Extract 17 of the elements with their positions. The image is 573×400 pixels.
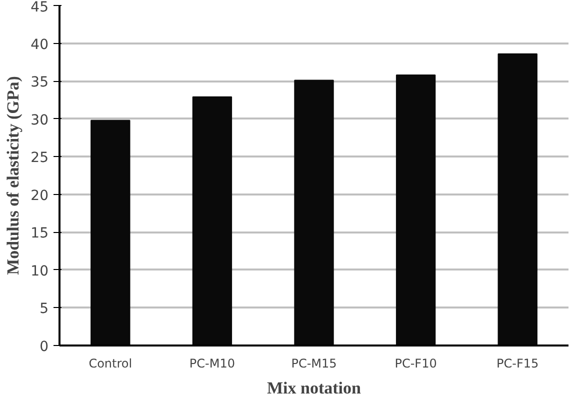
y-tick-label: 35 <box>30 74 49 91</box>
y-tick-label: 25 <box>30 150 49 166</box>
x-tick-label: PC-M10 <box>189 356 235 370</box>
x-tick-label: PC-M15 <box>291 356 337 370</box>
x-tick-label: Control <box>88 356 132 370</box>
y-tick-label: 30 <box>30 112 49 128</box>
x-tick-label: PC-F15 <box>496 356 539 370</box>
y-tick-label: 20 <box>30 188 49 204</box>
y-tick-label: 0 <box>40 339 49 355</box>
x-tick-label: PC-F10 <box>394 356 437 370</box>
y-tick-label: 10 <box>30 263 49 280</box>
x-axis-title: Mix notation <box>267 378 362 398</box>
y-tick-label: 40 <box>30 36 49 53</box>
y-axis-title: Modulus of elasticity (GPa) <box>4 76 23 275</box>
y-tick-label: 5 <box>40 301 49 318</box>
y-tick-label: 45 <box>30 0 49 16</box>
y-tick-label: 15 <box>30 226 49 242</box>
